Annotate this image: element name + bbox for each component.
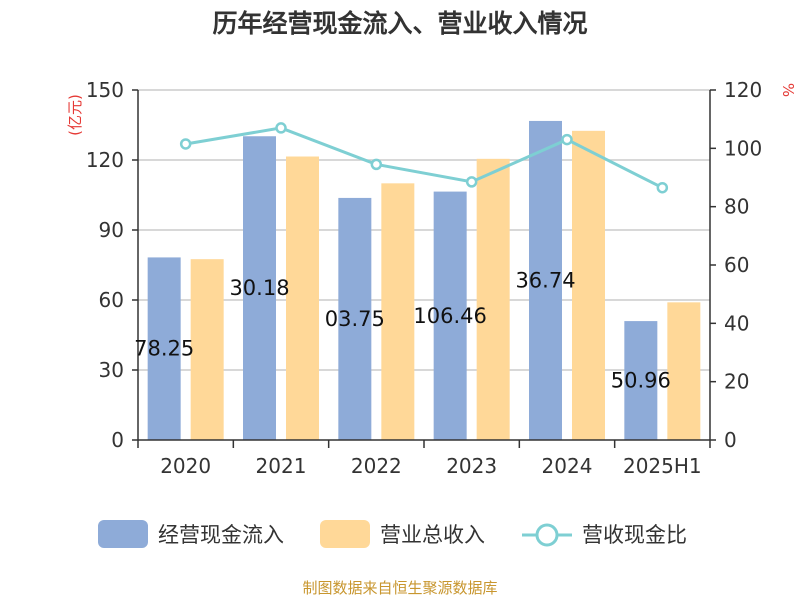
data-label-cash-inflow: 36.74 [515, 268, 575, 292]
source-note: 制图数据来自恒生聚源数据库 [302, 579, 497, 597]
bar-cash-inflow [243, 136, 276, 440]
legend-swatch-revenue [320, 520, 370, 548]
x-axis-tick-label: 2025H1 [623, 454, 702, 478]
legend: 经营现金流入 营业总收入 营收现金比 [98, 520, 687, 548]
legend-label-revenue: 营业总收入 [380, 523, 485, 547]
bar-group [147, 120, 701, 441]
x-axis-tick-label: 2024 [542, 454, 593, 478]
bar-revenue [572, 130, 605, 441]
line-series-group [179, 122, 669, 194]
axes [132, 89, 716, 448]
bar-cash-inflow [433, 191, 467, 440]
chart-title: 历年经营现金流入、营业收入情况 [212, 9, 587, 38]
data-label-cash-inflow: 03.75 [325, 307, 385, 331]
left-axis-tick-label: 90 [99, 218, 124, 242]
x-axis-tick-label: 2020 [160, 454, 211, 478]
bar-revenue [667, 302, 701, 440]
bar-cash-inflow [338, 197, 372, 440]
legend-swatch-cash-inflow [98, 520, 148, 548]
x-axis-tick-label: 2022 [351, 454, 402, 478]
legend-label-cash-inflow: 经营现金流入 [158, 523, 284, 547]
right-axis-tick-label: 0 [724, 428, 737, 452]
tick-labels: 0 30 60 90 120 150 0 20 40 60 80 100 120 2020 2021 2022… [86, 78, 762, 478]
line-ratio [185, 126, 664, 190]
line-point-ratio [465, 176, 478, 188]
bar-cash-inflow [624, 321, 658, 440]
bar-revenue [190, 259, 224, 440]
line-point-ratio [370, 158, 383, 171]
bar-cash-inflow [147, 257, 181, 440]
right-axis-tick-label: 80 [724, 195, 749, 219]
left-axis-unit: (亿元) [66, 94, 84, 136]
left-axis-tick-label: 120 [86, 148, 124, 172]
x-axis-tick-label: 2021 [256, 454, 307, 478]
data-label-cash-inflow: 30.18 [229, 276, 289, 300]
line-point-ratio [179, 138, 192, 150]
grid-lines [138, 89, 710, 371]
legend-marker-ratio [535, 523, 559, 547]
bar-revenue [286, 156, 319, 440]
left-axis-tick-label: 30 [99, 358, 124, 382]
bar-revenue [476, 158, 510, 441]
left-axis-tick-label: 150 [86, 78, 124, 102]
line-point-ratio [275, 122, 287, 134]
right-axis-tick-label: 100 [724, 136, 762, 160]
data-label-cash-inflow: 106.46 [413, 304, 486, 328]
right-axis-unit: % [779, 83, 797, 97]
left-axis-tick-label: 0 [111, 428, 124, 452]
bar-revenue [381, 183, 415, 441]
line-point-ratio [656, 181, 669, 194]
right-axis-tick-label: 60 [724, 253, 749, 277]
data-labels: 78.25 30.18 03.75 106.46 36.74 50.96 [134, 268, 671, 392]
right-axis-tick-label: 120 [724, 78, 762, 102]
data-label-cash-inflow: 50.96 [611, 369, 671, 393]
left-axis-tick-label: 60 [99, 288, 124, 312]
x-axis-tick-label: 2023 [446, 454, 497, 478]
legend-label-ratio: 营收现金比 [582, 523, 687, 547]
data-label-cash-inflow: 78.25 [134, 337, 194, 361]
right-axis-tick-label: 40 [724, 311, 749, 335]
bar-cash-inflow [529, 120, 562, 440]
line-point-ratio [561, 133, 573, 146]
right-axis-tick-label: 20 [724, 370, 749, 394]
